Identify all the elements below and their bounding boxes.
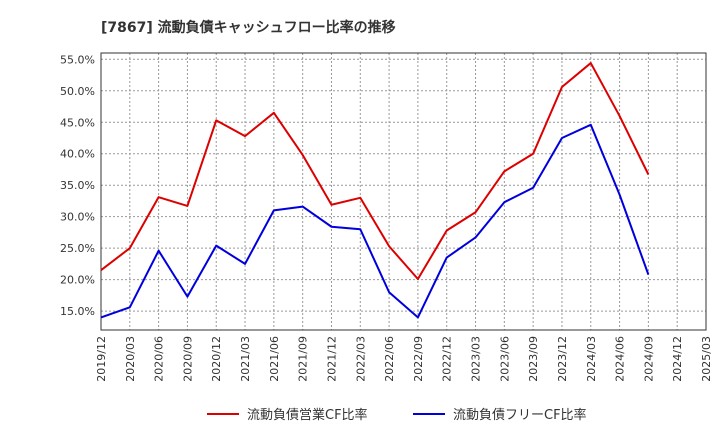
x-tick-label: 2020/03 [124, 336, 137, 382]
y-tick-label: 15.0% [60, 305, 95, 318]
x-tick-label: 2023/09 [527, 336, 540, 382]
y-tick-label: 40.0% [60, 148, 95, 161]
legend: 流動負債営業CF比率 流動負債フリーCF比率 [207, 407, 587, 423]
x-tick-label: 2020/06 [153, 336, 166, 382]
y-tick-label: 20.0% [60, 274, 95, 287]
x-tick-label: 2022/12 [441, 336, 454, 382]
x-tick-label: 2025/03 [700, 336, 713, 382]
x-tick-label: 2024/03 [585, 336, 598, 382]
x-tick-label: 2022/06 [383, 336, 396, 382]
y-tick-label: 30.0% [60, 211, 95, 224]
x-tick-label: 2022/09 [412, 336, 425, 382]
y-axis: 15.0% 20.0% 25.0% 30.0% 35.0% 40.0% 45.0% 50.0%… [60, 53, 95, 318]
x-tick-label: 2022/03 [354, 336, 367, 382]
series-lines [100, 62, 650, 319]
x-tick-label: 2023/03 [470, 336, 483, 382]
y-tick-label: 35.0% [60, 179, 95, 192]
x-axis: 2019/12 2020/03 2020/06 2020/09 2020/12 2021/… [95, 336, 713, 382]
series-line-0 [100, 62, 650, 281]
y-tick-label: 25.0% [60, 242, 95, 255]
chart-title: [7867] 流動負債キャッシュフロー比率の推移 [101, 19, 396, 36]
x-tick-label: 2020/09 [181, 336, 194, 382]
x-tick-label: 2021/09 [297, 336, 310, 382]
x-tick-label: 2024/09 [642, 336, 655, 382]
series-line-1 [100, 123, 650, 319]
y-tick-label: 55.0% [60, 53, 95, 66]
x-tick-label: 2021/06 [268, 336, 281, 382]
x-tick-label: 2021/03 [239, 336, 252, 382]
legend-label-1: 流動負債フリーCF比率 [453, 407, 587, 423]
x-tick-label: 2023/12 [556, 336, 569, 382]
x-tick-label: 2020/12 [210, 336, 223, 382]
y-tick-label: 45.0% [60, 116, 95, 129]
x-tick-label: 2021/12 [325, 336, 338, 382]
y-tick-label: 50.0% [60, 85, 95, 98]
x-tick-label: 2019/12 [95, 336, 108, 382]
x-tick-label: 2024/06 [614, 336, 627, 382]
legend-label-0: 流動負債営業CF比率 [247, 407, 368, 423]
x-tick-label: 2024/12 [671, 336, 684, 382]
plot-frame [100, 52, 707, 331]
x-tick-label: 2023/06 [498, 336, 511, 382]
